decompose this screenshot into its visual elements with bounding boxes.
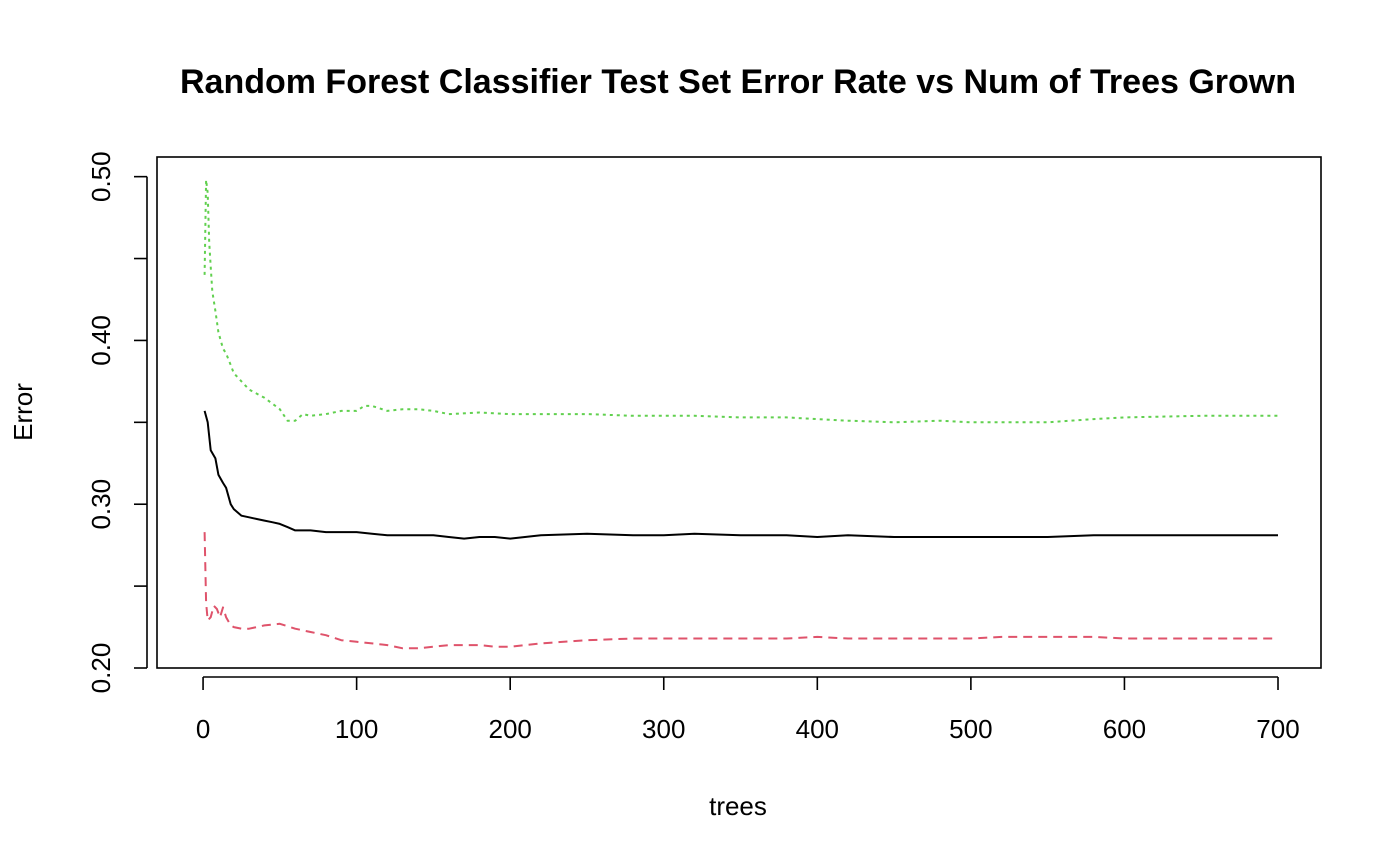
x-tick-label: 500 xyxy=(949,714,992,744)
series-line-2 xyxy=(203,532,1278,650)
x-tick-label: 600 xyxy=(1103,714,1146,744)
y-axis: 0.20 0.30 0.40 0.50 xyxy=(86,151,148,694)
y-tick-label: 0.50 xyxy=(86,151,116,202)
x-axis-label: trees xyxy=(709,791,767,821)
y-axis-label: Error xyxy=(8,383,38,441)
series-layer xyxy=(203,178,1278,650)
plot-frame xyxy=(156,156,1322,669)
y-tick-label: 0.30 xyxy=(86,479,116,530)
series-line-1 xyxy=(203,410,1278,540)
y-tick-label: 0.20 xyxy=(86,643,116,694)
x-tick-label: 100 xyxy=(335,714,378,744)
x-tick-label: 700 xyxy=(1256,714,1299,744)
y-tick-label: 0.40 xyxy=(86,315,116,366)
x-tick-label: 200 xyxy=(488,714,531,744)
x-axis: 0 100 200 300 400 500 600 700 xyxy=(196,676,1300,744)
x-tick-label: 300 xyxy=(642,714,685,744)
x-tick-label: 400 xyxy=(796,714,839,744)
x-tick-label: 0 xyxy=(196,714,210,744)
chart-title: Random Forest Classifier Test Set Error … xyxy=(180,63,1296,101)
series-line-3 xyxy=(203,178,1278,424)
